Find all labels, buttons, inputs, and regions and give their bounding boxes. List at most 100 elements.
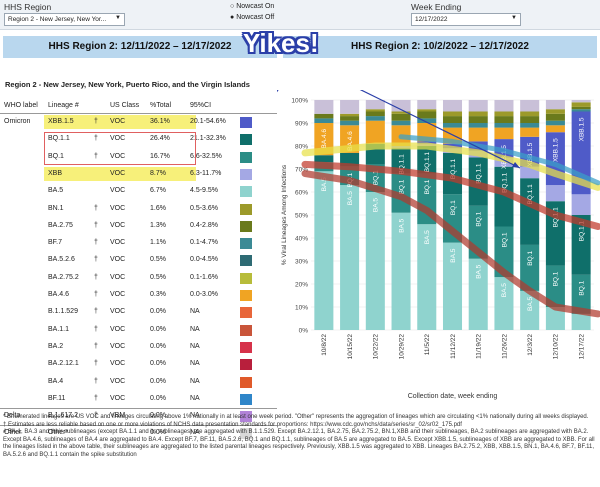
row-ci: 0.1-4.7% <box>190 239 219 247</box>
legend-swatch <box>240 376 252 388</box>
row-class: VOC <box>110 360 126 368</box>
legend-swatch <box>240 428 252 440</box>
bar-segment-ba-5 <box>442 242 463 330</box>
row-pct: 0.0% <box>150 360 166 368</box>
legend-swatch <box>240 359 252 371</box>
y-tick-label: 60% <box>295 190 308 197</box>
legend-swatch <box>240 393 252 405</box>
region-filter-label: HHS Region <box>4 2 52 12</box>
bar-label: BQ.1 <box>373 170 380 185</box>
blue-trend-stroke <box>398 134 600 186</box>
row-dagger: † <box>94 325 98 333</box>
bar-segment-bq-1-1 <box>520 178 540 245</box>
bar-label: BQ.1.1 <box>424 152 431 173</box>
bar-segment-ba-2-75 <box>314 113 334 119</box>
banner-left: HHS Region 2: 12/11/2022 – 12/17/2022 <box>3 36 277 58</box>
radio-nowcast-on[interactable]: ○ Nowcast On <box>230 3 275 10</box>
bar-segment-other <box>468 100 488 112</box>
bar-segment-bn-1 <box>340 113 360 117</box>
row-pct: 16.7% <box>150 152 170 160</box>
bar-label: BQ.1.1 <box>398 154 405 175</box>
row-class: VOC <box>110 169 126 177</box>
row-dagger: † <box>94 204 98 212</box>
bar-segment-bf-7 <box>494 123 514 128</box>
bar-segment-bq-1 <box>545 265 565 307</box>
row-dagger: † <box>94 342 98 350</box>
banner-right: HHS Region 2: 10/2/2022 – 12/17/2022 <box>283 36 597 58</box>
footnote-dagger: † Estimates are less reliable based on o… <box>3 421 462 428</box>
row-class: VOC <box>110 273 126 281</box>
bar-segment-ba-2-75 <box>520 116 540 123</box>
row-pct: 36.1% <box>150 118 170 125</box>
row-dagger: † <box>94 394 98 402</box>
row-who-label: Delta <box>4 412 21 420</box>
bar-segment-bq-1-1 <box>442 152 463 195</box>
row-ci: 4.5-9.5% <box>190 187 219 195</box>
row-lineage: B.1.617.2 <box>48 412 78 420</box>
bar-segment-bn-1 <box>391 111 411 114</box>
x-tick-label: 11/19/22 <box>476 334 483 359</box>
legend-swatch <box>240 238 252 250</box>
x-tick-label: 11/26/22 <box>501 334 508 359</box>
header-pct: %Total <box>150 102 172 109</box>
bar-label: BA.4.6 <box>347 131 354 151</box>
bar-segment-ba-4-6 <box>468 127 488 142</box>
row-pct: 26.4% <box>150 135 170 143</box>
legend-swatch <box>240 220 252 232</box>
bar-label: BA.5 <box>527 297 534 311</box>
bar-label: BQ.1.1 <box>501 172 508 193</box>
bar-label: BQ.1 <box>424 179 431 194</box>
row-pct: 1.1% <box>150 239 166 247</box>
bar-segment-ba-2-75 <box>468 116 488 123</box>
legend-swatch <box>240 255 252 267</box>
x-tick-label: 10/8/22 <box>321 334 328 356</box>
bar-segment-bq-1 <box>571 274 591 314</box>
bar-segment-ba-2-75 <box>391 113 411 121</box>
bar-segment-bn-1 <box>494 111 514 117</box>
row-ci: NA <box>190 360 200 368</box>
radio-nowcast-off[interactable]: ● Nowcast Off <box>230 14 275 21</box>
row-pct: 0.5% <box>150 273 166 281</box>
arrow-to-chart <box>359 90 521 169</box>
week-select[interactable]: 12/17/2022 ▼ <box>411 13 521 26</box>
bar-label: BQ.1.1 <box>578 221 585 242</box>
region-select[interactable]: Region 2 - New Jersey, New Yor... ▼ <box>4 13 125 26</box>
row-ci: NA <box>190 412 200 420</box>
bar-segment-xbb <box>520 166 540 179</box>
bar-segment-ba-5 <box>468 258 488 330</box>
row-lineage: B.1.1.529 <box>48 308 78 316</box>
bar-segment-other <box>571 100 591 103</box>
row-who-label: Other <box>4 429 22 437</box>
footnote-star: * Enumerated lineages are US VOC and lin… <box>3 414 589 420</box>
table-row: BF.7 † VOC 1.1% 0.1-4.7% <box>0 235 277 252</box>
y-tick-label: 20% <box>295 282 308 289</box>
bar-segment-xbb <box>545 185 565 202</box>
filter-bar: HHS Region Region 2 - New Jersey, New Yo… <box>0 0 600 30</box>
row-dagger: † <box>94 256 98 264</box>
y-tick-label: 0% <box>299 328 309 335</box>
row-pct: 6.7% <box>150 187 166 195</box>
table-row: BA.2.75 † VOC 1.3% 0.4-2.8% <box>0 218 277 235</box>
row-ci: 20.1-54.6% <box>190 118 226 125</box>
bar-label: BQ.1 <box>501 232 508 247</box>
row-pct: 1.3% <box>150 221 166 229</box>
row-pct: 0.0% <box>150 412 166 420</box>
bar-label: BQ.1 <box>553 271 560 286</box>
row-pct: 0.0% <box>150 394 166 402</box>
bar-segment-ba-2-75 <box>365 111 385 117</box>
row-lineage: BA.2.12.1 <box>48 360 79 368</box>
x-tick-label: 11/12/22 <box>450 334 457 359</box>
table-row: BA.5 VOC 6.7% 4.5-9.5% <box>0 183 277 200</box>
row-lineage: BA.2.75.2 <box>48 273 79 281</box>
table-row: BA.2 † VOC 0.0% NA <box>0 339 277 356</box>
header-lineage: Lineage # <box>48 102 79 109</box>
row-ci: 6.3-11.7% <box>190 169 222 177</box>
row-separator <box>0 408 277 410</box>
row-lineage: BA.5.2.6 <box>48 256 75 264</box>
legend-swatch <box>240 272 252 284</box>
arrowhead-icon <box>512 162 520 168</box>
bq-highlight-box <box>44 132 196 165</box>
row-ci: NA <box>190 394 200 402</box>
bar-label: BQ.1.1 <box>450 159 457 180</box>
row-lineage: BA.4.6 <box>48 291 70 298</box>
